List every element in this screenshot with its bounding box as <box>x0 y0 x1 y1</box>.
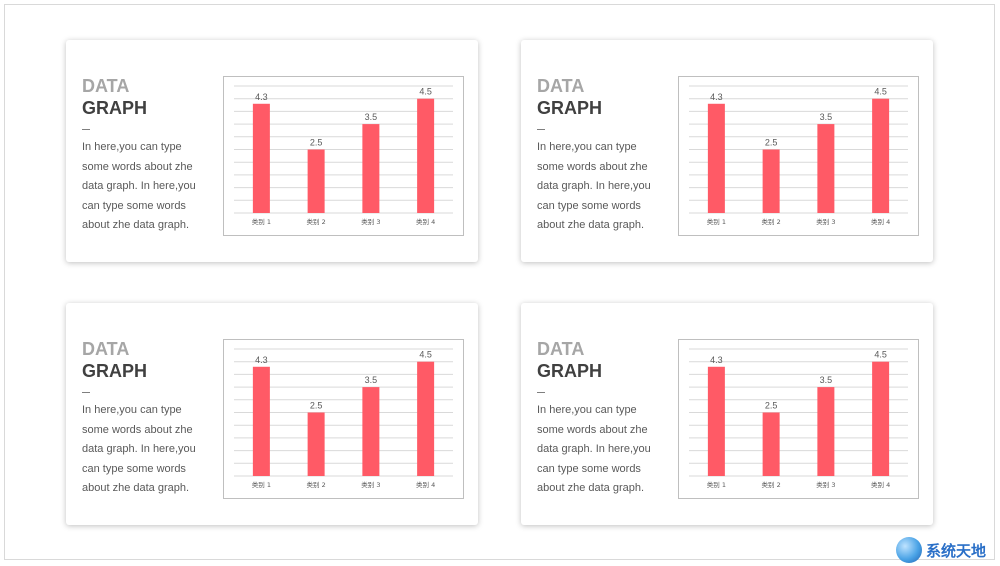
card-description: In here,you can type some words about zh… <box>537 404 651 494</box>
bar-2 <box>762 412 780 476</box>
data-label-1: 4.3 <box>710 92 723 102</box>
data-label-2: 2.5 <box>310 401 323 411</box>
bar-chart-3: 4.3 类别 1 2.5 类别 2 3.5 类别 3 4.5 类别 4 <box>223 339 464 499</box>
data-label-2: 2.5 <box>765 401 778 411</box>
bar-chart-svg: 4.3 类别 1 2.5 类别 2 3.5 类别 3 4.5 类别 4 <box>234 85 453 226</box>
bar-3 <box>817 124 835 213</box>
card-title-graph: GRAPH <box>82 98 148 118</box>
card-title-graph: GRAPH <box>537 361 603 381</box>
bar-2 <box>307 412 325 476</box>
globe-logo-icon <box>896 537 922 563</box>
category-label-1: 类别 1 <box>707 480 726 489</box>
bar-chart-4: 4.3 类别 1 2.5 类别 2 3.5 类别 3 4.5 类别 4 <box>678 339 919 499</box>
category-label-1: 类别 1 <box>252 480 271 489</box>
data-label-3: 3.5 <box>820 375 833 385</box>
data-label-1: 4.3 <box>255 92 268 102</box>
category-label-2: 类别 2 <box>762 480 781 489</box>
slide-canvas: DATA GRAPH In here,you can type some wor… <box>4 4 995 560</box>
data-label-3: 3.5 <box>820 112 833 122</box>
bar-chart-1: 4.3 类别 1 2.5 类别 2 3.5 类别 3 4.5 类别 4 <box>223 76 464 236</box>
category-label-3: 类别 3 <box>816 480 835 489</box>
data-label-4: 4.5 <box>874 87 887 97</box>
data-graph-card-4: DATA GRAPH In here,you can type some wor… <box>521 303 933 525</box>
bar-chart-2: 4.3 类别 1 2.5 类别 2 3.5 类别 3 4.5 类别 4 <box>678 76 919 236</box>
site-watermark: 系统天地 <box>890 534 998 566</box>
card-title-data: DATA <box>537 76 585 96</box>
data-label-4: 4.5 <box>419 87 432 97</box>
bar-chart-svg: 4.3 类别 1 2.5 类别 2 3.5 类别 3 4.5 类别 4 <box>689 348 908 489</box>
data-label-4: 4.5 <box>419 350 432 360</box>
category-label-1: 类别 1 <box>707 217 726 226</box>
data-graph-card-3: DATA GRAPH In here,you can type some wor… <box>66 303 478 525</box>
category-label-4: 类别 4 <box>871 480 890 489</box>
card-title-data: DATA <box>82 339 130 359</box>
watermark-text: 系统天地 <box>926 542 987 560</box>
bar-3 <box>362 124 380 213</box>
bar-2 <box>307 149 325 213</box>
bar-4 <box>417 361 435 476</box>
category-label-2: 类别 2 <box>307 217 326 226</box>
category-label-1: 类别 1 <box>252 217 271 226</box>
category-label-4: 类别 4 <box>416 217 435 226</box>
bar-1 <box>707 366 725 476</box>
data-label-1: 4.3 <box>710 355 723 365</box>
data-label-2: 2.5 <box>765 138 778 148</box>
card-title-data: DATA <box>537 339 585 359</box>
title-divider <box>537 129 545 130</box>
category-label-4: 类别 4 <box>871 217 890 226</box>
card-title-graph: GRAPH <box>82 361 148 381</box>
bar-chart-svg: 4.3 类别 1 2.5 类别 2 3.5 类别 3 4.5 类别 4 <box>689 85 908 226</box>
bar-4 <box>872 361 890 476</box>
card-title-graph: GRAPH <box>537 98 603 118</box>
category-label-2: 类别 2 <box>762 217 781 226</box>
data-graph-card-1: DATA GRAPH In here,you can type some wor… <box>66 40 478 262</box>
category-label-4: 类别 4 <box>416 480 435 489</box>
data-label-3: 3.5 <box>365 375 378 385</box>
bar-3 <box>817 387 835 476</box>
bar-3 <box>362 387 380 476</box>
category-label-3: 类别 3 <box>361 217 380 226</box>
category-label-2: 类别 2 <box>307 480 326 489</box>
data-label-1: 4.3 <box>255 355 268 365</box>
title-divider <box>82 129 90 130</box>
bar-4 <box>872 98 890 213</box>
bar-1 <box>707 103 725 213</box>
card-description: In here,you can type some words about zh… <box>537 141 651 231</box>
bar-4 <box>417 98 435 213</box>
data-label-3: 3.5 <box>365 112 378 122</box>
card-description: In here,you can type some words about zh… <box>82 141 196 231</box>
bar-1 <box>252 103 270 213</box>
bar-chart-svg: 4.3 类别 1 2.5 类别 2 3.5 类别 3 4.5 类别 4 <box>234 348 453 489</box>
card-description: In here,you can type some words about zh… <box>82 404 196 494</box>
title-divider <box>537 392 545 393</box>
bar-2 <box>762 149 780 213</box>
data-label-4: 4.5 <box>874 350 887 360</box>
bar-1 <box>252 366 270 476</box>
data-label-2: 2.5 <box>310 138 323 148</box>
data-graph-card-2: DATA GRAPH In here,you can type some wor… <box>521 40 933 262</box>
category-label-3: 类别 3 <box>816 217 835 226</box>
card-title-data: DATA <box>82 76 130 96</box>
category-label-3: 类别 3 <box>361 480 380 489</box>
title-divider <box>82 392 90 393</box>
